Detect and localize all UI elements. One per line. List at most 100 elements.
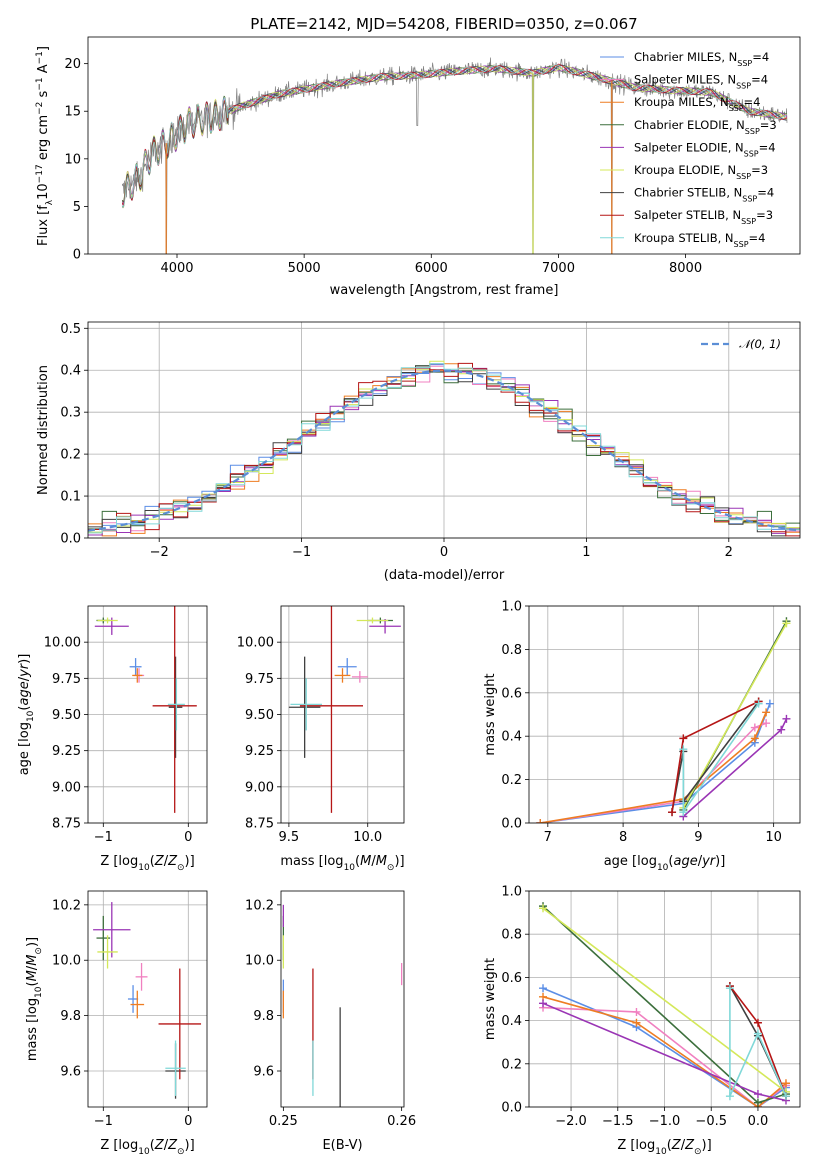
y-tick-label: 20 (64, 57, 81, 72)
y-tick-label: 0.6 (501, 686, 522, 701)
y-tick-label: 0.0 (501, 817, 522, 832)
weight-point-marker (679, 734, 688, 743)
axes-frame (528, 890, 801, 1108)
axes-frame (87, 321, 801, 539)
weight-point-marker (539, 984, 548, 993)
weight-series-line (671, 701, 760, 813)
x-tick-label: 5000 (288, 261, 321, 276)
weight-point-marker (762, 708, 771, 717)
figure-title: PLATE=2142, MJD=54208, FIBERID=0350, z=0… (250, 15, 637, 33)
axes-frame (280, 605, 405, 824)
y-tick-label: 0.8 (501, 928, 522, 943)
y-tick-label: 9.25 (52, 744, 81, 759)
x-tick-label: −2.0 (555, 1114, 587, 1129)
model-spectrum-line (121, 65, 788, 203)
panel-age-vs-Z: −1 0 8.75 9.00 9.25 9.50 9.75 10.00 Z [log10(Z/Z… (17, 605, 208, 873)
x-tick-label: 0.25 (269, 1114, 298, 1129)
legend-label: Kroupa MILES, NSSP=4 (634, 95, 761, 113)
x-tick-label: 10 (765, 830, 782, 845)
y-tick-label: 0.8 (501, 643, 522, 658)
y-tick-label: 9.75 (245, 672, 274, 687)
legend-label: Chabrier ELODIE, NSSP=3 (634, 118, 777, 136)
plot-area (282, 904, 403, 1107)
x-axis-label: wavelength [Angstrom, rest frame] (330, 283, 559, 298)
x-tick-label: −1.5 (602, 1114, 634, 1129)
y-tick-label: 10.2 (245, 898, 274, 913)
weight-point-marker (753, 1029, 762, 1038)
weight-point-marker (753, 1018, 762, 1027)
y-tick-label: 0.1 (60, 490, 81, 505)
weight-series-line (729, 988, 787, 1097)
legend-label: Kroupa STELIB, NSSP=4 (634, 231, 765, 249)
plot-area (121, 57, 788, 254)
x-tick-label: 0 (184, 830, 192, 845)
x-tick-label: −1 (94, 1114, 113, 1129)
x-tick-label: 4000 (160, 261, 193, 276)
plot-area (288, 606, 401, 813)
y-axis-label: mass weight (483, 958, 498, 1040)
legend-label: Salpeter ELODIE, NSSP=4 (634, 140, 776, 158)
weight-point-marker (668, 808, 677, 817)
residual-histogram-line (88, 362, 800, 537)
x-tick-label: 0 (440, 545, 448, 560)
x-tick-label: 7 (544, 830, 552, 845)
y-tick-label: 10.00 (237, 636, 274, 651)
model-spectrum-line (121, 63, 788, 206)
weight-point-marker (777, 725, 786, 734)
weight-point-marker (725, 1092, 734, 1101)
weight-point-marker (781, 1079, 790, 1088)
x-tick-label: 6000 (415, 261, 448, 276)
panel-residuals: −2 −1 0 1 2 0.0 0.1 0.2 0.3 0.4 0.5 𝒩(0, 1) (data-mo… (36, 321, 801, 583)
axes-frame (87, 890, 208, 1108)
x-tick-label: −2 (150, 545, 169, 560)
y-tick-label: 10.00 (44, 636, 81, 651)
y-axis-label: mass [log10(M/M⊙)] (25, 937, 44, 1061)
plot-area (94, 606, 197, 813)
x-tick-label: 8 (619, 830, 627, 845)
axes-frame (87, 605, 208, 824)
x-tick-label: 7000 (542, 261, 575, 276)
legend-label: Chabrier STELIB, NSSP=4 (634, 186, 774, 204)
y-tick-label: 0.6 (501, 971, 522, 986)
x-axis-label: Z [log10(Z/Z⊙)] (100, 854, 194, 873)
residuals-legend: 𝒩(0, 1) (701, 337, 781, 351)
y-tick-label: 0.0 (60, 532, 81, 547)
weight-point-marker (750, 734, 759, 743)
panel-spectrum: 4000 5000 6000 7000 8000 0 5 10 15 20 Chabrier MIL… (35, 36, 801, 298)
x-tick-label: 8000 (669, 261, 702, 276)
legend-label: Chabrier MILES, NSSP=4 (634, 50, 769, 68)
weight-point-marker (781, 1092, 790, 1101)
x-axis-label: E(B-V) (322, 1138, 362, 1153)
y-tick-label: 0.2 (501, 1057, 522, 1072)
residual-histogram-line (88, 363, 800, 534)
weight-point-marker (753, 1098, 762, 1107)
plot-area (536, 617, 791, 823)
weight-point-marker (782, 619, 791, 628)
y-axis-label: Normed distribution (36, 365, 51, 495)
weight-series-line (540, 711, 767, 823)
y-axis-label: age [log10(age/yr)] (17, 654, 36, 776)
y-tick-label: 0.3 (60, 406, 81, 421)
y-tick-label: 0.2 (501, 773, 522, 788)
axes-frame (280, 890, 405, 1108)
y-axis-label: Flux [fλ10−17 erg cm−2 s−1 A−1] (35, 46, 55, 246)
x-tick-label: 1 (582, 545, 590, 560)
y-tick-label: 0.4 (60, 364, 81, 379)
panel-age-vs-mass: 9.5 10.0 8.75 9.00 9.25 9.50 9.75 10.00 mass [lo… (237, 605, 405, 873)
x-tick-label: −0.5 (695, 1114, 727, 1129)
x-axis-label: mass [log10(M/M⊙)] (280, 854, 404, 873)
x-tick-label: 0.26 (387, 1114, 416, 1129)
x-tick-label: 10.0 (353, 830, 382, 845)
y-tick-label: 1.0 (501, 885, 522, 900)
y-tick-label: 0.4 (501, 1014, 522, 1029)
x-tick-label: 9.5 (279, 830, 300, 845)
x-tick-label: 0.0 (748, 1114, 769, 1129)
weight-series-line (682, 623, 788, 809)
y-tick-label: 9.25 (245, 744, 274, 759)
x-tick-label: 2 (725, 545, 733, 560)
normal-curve-line (88, 369, 800, 532)
weight-point-marker (679, 808, 688, 817)
weight-point-marker (679, 745, 688, 754)
y-tick-label: 8.75 (245, 817, 274, 832)
